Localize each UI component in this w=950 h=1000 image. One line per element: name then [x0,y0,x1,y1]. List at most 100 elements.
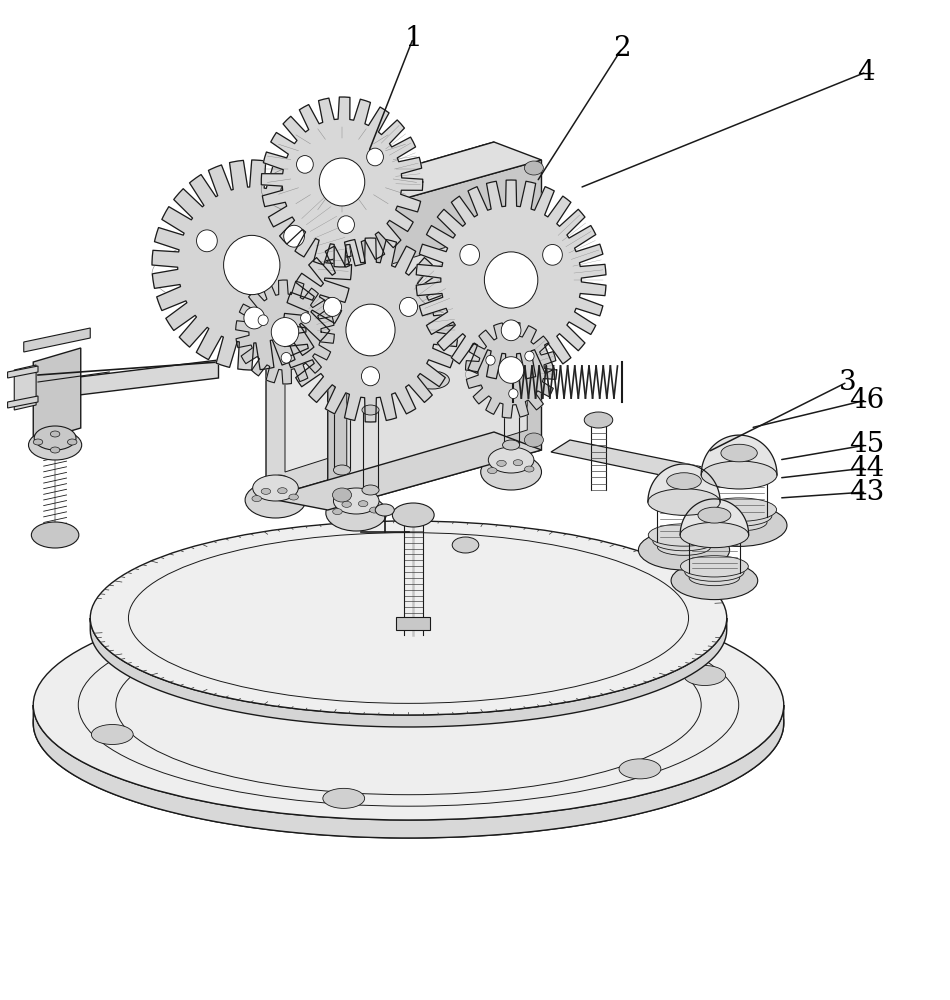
Polygon shape [285,220,480,472]
Ellipse shape [319,158,365,206]
Ellipse shape [67,439,77,445]
Text: 4: 4 [858,58,875,86]
Ellipse shape [31,522,79,548]
Ellipse shape [648,524,720,546]
Polygon shape [283,238,458,422]
Text: 44: 44 [848,454,884,482]
Ellipse shape [680,556,749,577]
Ellipse shape [671,562,758,600]
Polygon shape [33,348,81,442]
Ellipse shape [689,570,740,586]
Ellipse shape [584,412,613,428]
Ellipse shape [657,539,711,555]
Ellipse shape [90,521,727,715]
Ellipse shape [488,447,534,473]
Ellipse shape [289,494,298,500]
Ellipse shape [503,440,520,450]
Polygon shape [328,160,542,510]
Polygon shape [648,464,720,502]
Ellipse shape [337,216,354,233]
Ellipse shape [362,405,379,415]
Ellipse shape [698,507,731,523]
Ellipse shape [503,355,520,365]
Ellipse shape [508,389,518,399]
Ellipse shape [680,522,749,548]
Ellipse shape [689,523,740,547]
Ellipse shape [223,235,280,295]
Ellipse shape [50,447,60,453]
Ellipse shape [296,156,314,173]
Ellipse shape [484,252,538,308]
Ellipse shape [277,488,287,494]
Ellipse shape [253,475,298,501]
Polygon shape [14,365,36,410]
Ellipse shape [271,203,290,217]
Ellipse shape [702,498,776,521]
Ellipse shape [358,501,368,507]
Polygon shape [8,366,38,378]
Ellipse shape [33,608,784,838]
Ellipse shape [197,230,218,252]
Ellipse shape [271,475,290,489]
Ellipse shape [326,495,387,531]
Ellipse shape [370,507,379,513]
Ellipse shape [332,509,342,515]
Ellipse shape [452,602,494,622]
Ellipse shape [156,631,198,651]
Polygon shape [551,440,727,485]
Ellipse shape [261,488,271,494]
Polygon shape [266,432,542,510]
Text: 1: 1 [405,24,422,51]
Polygon shape [266,142,494,498]
Ellipse shape [712,514,767,531]
Ellipse shape [524,351,534,361]
Ellipse shape [502,320,521,341]
Ellipse shape [657,489,711,515]
Ellipse shape [524,466,534,472]
Polygon shape [466,322,557,418]
Ellipse shape [252,496,261,502]
Ellipse shape [50,431,60,437]
Text: 45: 45 [848,432,884,458]
Ellipse shape [300,313,311,323]
Ellipse shape [258,315,268,326]
Polygon shape [396,617,430,630]
Ellipse shape [323,788,365,808]
Ellipse shape [245,482,306,518]
Ellipse shape [485,355,495,365]
Ellipse shape [638,530,730,570]
Polygon shape [680,499,749,535]
Ellipse shape [342,501,352,507]
Ellipse shape [284,225,304,247]
Ellipse shape [332,488,352,502]
Ellipse shape [33,590,784,820]
Ellipse shape [712,461,767,489]
Ellipse shape [34,426,76,450]
Text: 43: 43 [848,479,884,506]
Ellipse shape [408,320,456,344]
Ellipse shape [91,724,133,744]
Text: 3: 3 [839,368,856,395]
Ellipse shape [460,244,480,265]
Polygon shape [24,328,90,352]
Polygon shape [701,435,777,475]
Ellipse shape [333,465,351,475]
Ellipse shape [323,297,341,316]
Ellipse shape [497,460,506,466]
Text: 2: 2 [614,34,631,62]
Ellipse shape [116,615,701,795]
Ellipse shape [499,357,523,383]
Ellipse shape [524,161,543,175]
Ellipse shape [481,454,541,490]
Ellipse shape [648,489,720,515]
Ellipse shape [653,531,715,551]
Ellipse shape [244,307,265,329]
Ellipse shape [619,759,661,779]
Ellipse shape [667,473,701,489]
Ellipse shape [281,352,292,363]
Polygon shape [152,160,352,370]
Ellipse shape [332,215,352,229]
Ellipse shape [701,461,777,489]
Polygon shape [347,222,527,486]
Ellipse shape [513,460,522,466]
